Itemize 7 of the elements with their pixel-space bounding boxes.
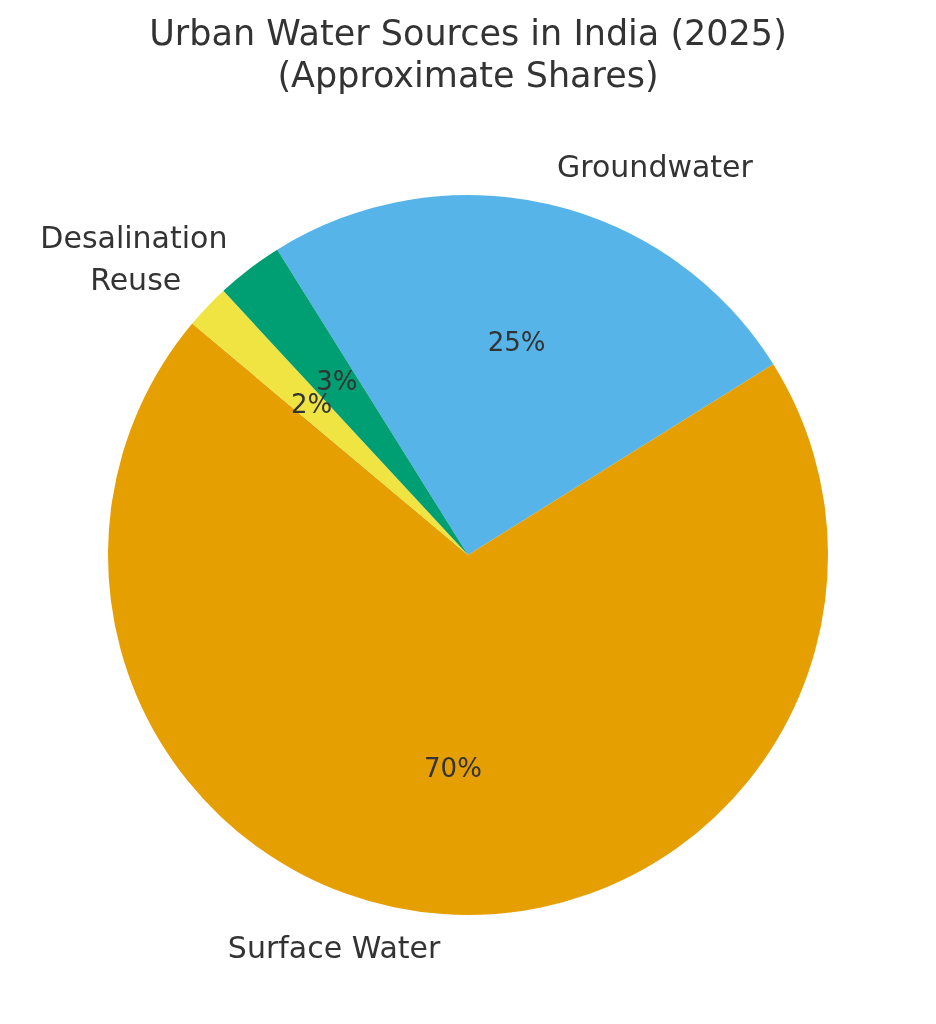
slice-label: Groundwater — [557, 148, 754, 184]
slice-label: Desalination — [40, 220, 228, 256]
chart-title: Urban Water Sources in India (2025) (Approximate Shares) — [149, 13, 787, 96]
data-label: 70% — [424, 753, 482, 784]
data-label: 25% — [487, 327, 546, 358]
slice-label: Reuse — [90, 261, 182, 297]
slice-label: Surface Water — [227, 929, 442, 965]
